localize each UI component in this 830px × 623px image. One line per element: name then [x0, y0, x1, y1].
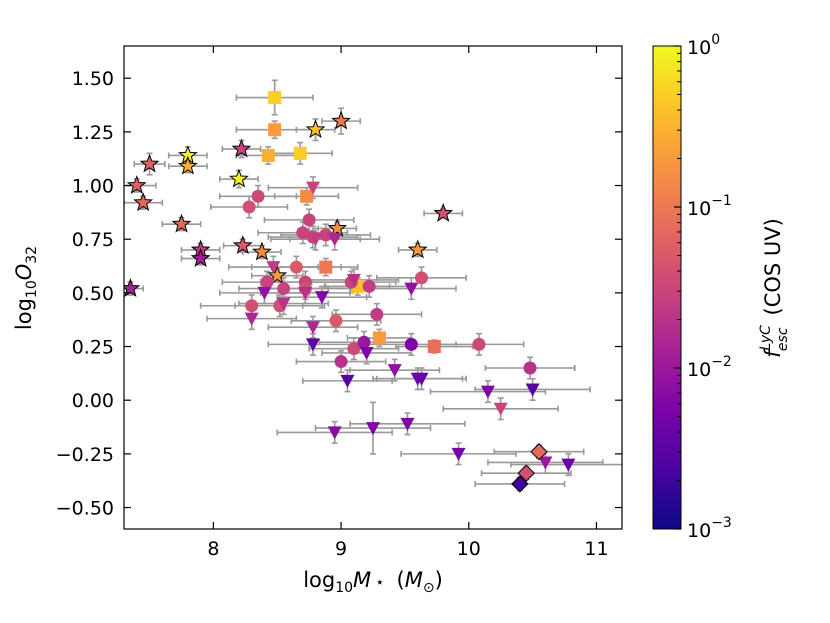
- triangle-down-marker: [308, 233, 323, 247]
- circle-marker: [329, 314, 343, 328]
- square-marker: [427, 340, 441, 354]
- circle-marker: [302, 213, 316, 227]
- circle-marker: [370, 307, 384, 321]
- circle-marker: [289, 260, 303, 274]
- star-marker: [177, 155, 198, 175]
- circle-marker: [472, 337, 486, 351]
- colorbar-tick-label: 100: [687, 32, 720, 59]
- circle-marker: [362, 279, 376, 293]
- square-marker: [268, 91, 282, 105]
- square-marker: [372, 331, 386, 345]
- plot-frame: [123, 45, 623, 530]
- circle-marker: [357, 335, 371, 349]
- y-tick-label: −0.50: [56, 498, 114, 520]
- triangle-down-marker: [414, 372, 429, 386]
- square-marker: [268, 123, 282, 137]
- data-markers: [124, 91, 576, 493]
- triangle-down-marker: [366, 422, 380, 436]
- triangle-down-marker: [400, 417, 415, 431]
- circle-marker: [404, 337, 418, 351]
- diamond-marker: [530, 443, 548, 461]
- circle-marker: [296, 226, 310, 240]
- triangle-down-marker: [493, 402, 508, 416]
- x-tick-label: 10: [457, 538, 481, 560]
- diamond-marker: [517, 464, 535, 482]
- circle-marker: [415, 271, 429, 285]
- star-marker: [407, 239, 428, 259]
- y-tick-label: 0.75: [72, 229, 114, 251]
- star-marker: [267, 265, 288, 285]
- y-tick-label: 1.50: [72, 68, 114, 90]
- triangle-down-marker: [314, 291, 329, 305]
- y-tick-label: 0.25: [72, 337, 114, 359]
- colorbar: [652, 45, 682, 530]
- y-tick-label: −0.25: [56, 444, 114, 466]
- star-marker: [231, 138, 252, 158]
- star-marker: [433, 202, 454, 222]
- star-marker: [331, 110, 351, 130]
- square-marker: [319, 260, 333, 274]
- diamond-marker: [511, 475, 529, 493]
- triangle-down-marker: [266, 261, 281, 275]
- circle-marker: [523, 361, 537, 375]
- triangle-down-marker: [451, 447, 466, 461]
- x-tick-label: 11: [584, 538, 608, 560]
- colorbar-title: fLyCesc(COS UV): [758, 218, 791, 358]
- x-axis: 8 9 10 11: [207, 46, 609, 560]
- colorbar-tick-label: 10−2: [687, 354, 732, 381]
- triangle-down-marker: [346, 273, 361, 287]
- star-marker: [139, 153, 160, 173]
- triangle-down-marker: [404, 282, 419, 296]
- x-tick-label: 8: [207, 538, 219, 560]
- square-marker: [261, 148, 275, 162]
- x-axis-title: log10M ⋆ (M⊙): [303, 568, 443, 596]
- triangle-down-marker: [327, 233, 342, 247]
- circle-marker: [347, 342, 361, 356]
- triangle-down-marker: [387, 364, 402, 378]
- square-marker: [293, 146, 307, 160]
- star-marker: [305, 119, 326, 139]
- triangle-down-marker: [525, 383, 540, 397]
- x-tick-label: 9: [335, 538, 347, 560]
- triangle-down-marker: [305, 321, 320, 335]
- triangle-down-marker: [276, 297, 291, 311]
- triangle-down-marker: [257, 286, 272, 300]
- y-tick-label: 0.50: [72, 283, 114, 305]
- colorbar-tick-label: 10−3: [687, 515, 732, 542]
- y-axis: 1.50 1.25 1.00 0.75 0.50 0.25 0.00 −0.25 −0.50: [56, 68, 622, 520]
- star-marker: [126, 175, 147, 194]
- triangle-down-marker: [327, 426, 342, 440]
- y-axis-title: log10O32: [12, 246, 40, 330]
- star-marker: [133, 192, 154, 212]
- y-tick-label: 1.00: [72, 176, 114, 198]
- colorbar-tick-label: 10−1: [687, 193, 732, 220]
- star-marker: [327, 218, 348, 237]
- star-marker: [251, 241, 272, 261]
- triangle-down-marker: [480, 385, 495, 399]
- triangle-down-marker: [244, 312, 259, 326]
- star-marker: [229, 168, 249, 188]
- star-marker: [232, 235, 253, 255]
- colorbar-ticks: 100 10−1 10−2 10−3: [674, 32, 732, 542]
- circle-marker: [334, 355, 348, 369]
- star-marker: [190, 248, 211, 267]
- circle-marker: [319, 228, 333, 242]
- y-tick-label: 1.25: [72, 122, 114, 144]
- circle-marker: [260, 275, 274, 289]
- circle-marker: [277, 282, 291, 296]
- triangle-down-marker: [305, 181, 320, 195]
- circle-marker: [245, 299, 259, 313]
- square-marker: [300, 189, 314, 203]
- triangle-down-marker: [561, 458, 576, 472]
- triangle-down-marker: [305, 338, 320, 352]
- triangle-down-marker: [340, 374, 355, 388]
- circle-marker: [251, 189, 265, 203]
- star-marker: [171, 213, 192, 233]
- triangle-down-marker: [298, 286, 313, 300]
- y-tick-label: 0.00: [72, 390, 114, 412]
- triangle-down-marker: [538, 456, 553, 470]
- triangle-down-marker: [359, 346, 374, 360]
- circle-marker: [242, 200, 256, 214]
